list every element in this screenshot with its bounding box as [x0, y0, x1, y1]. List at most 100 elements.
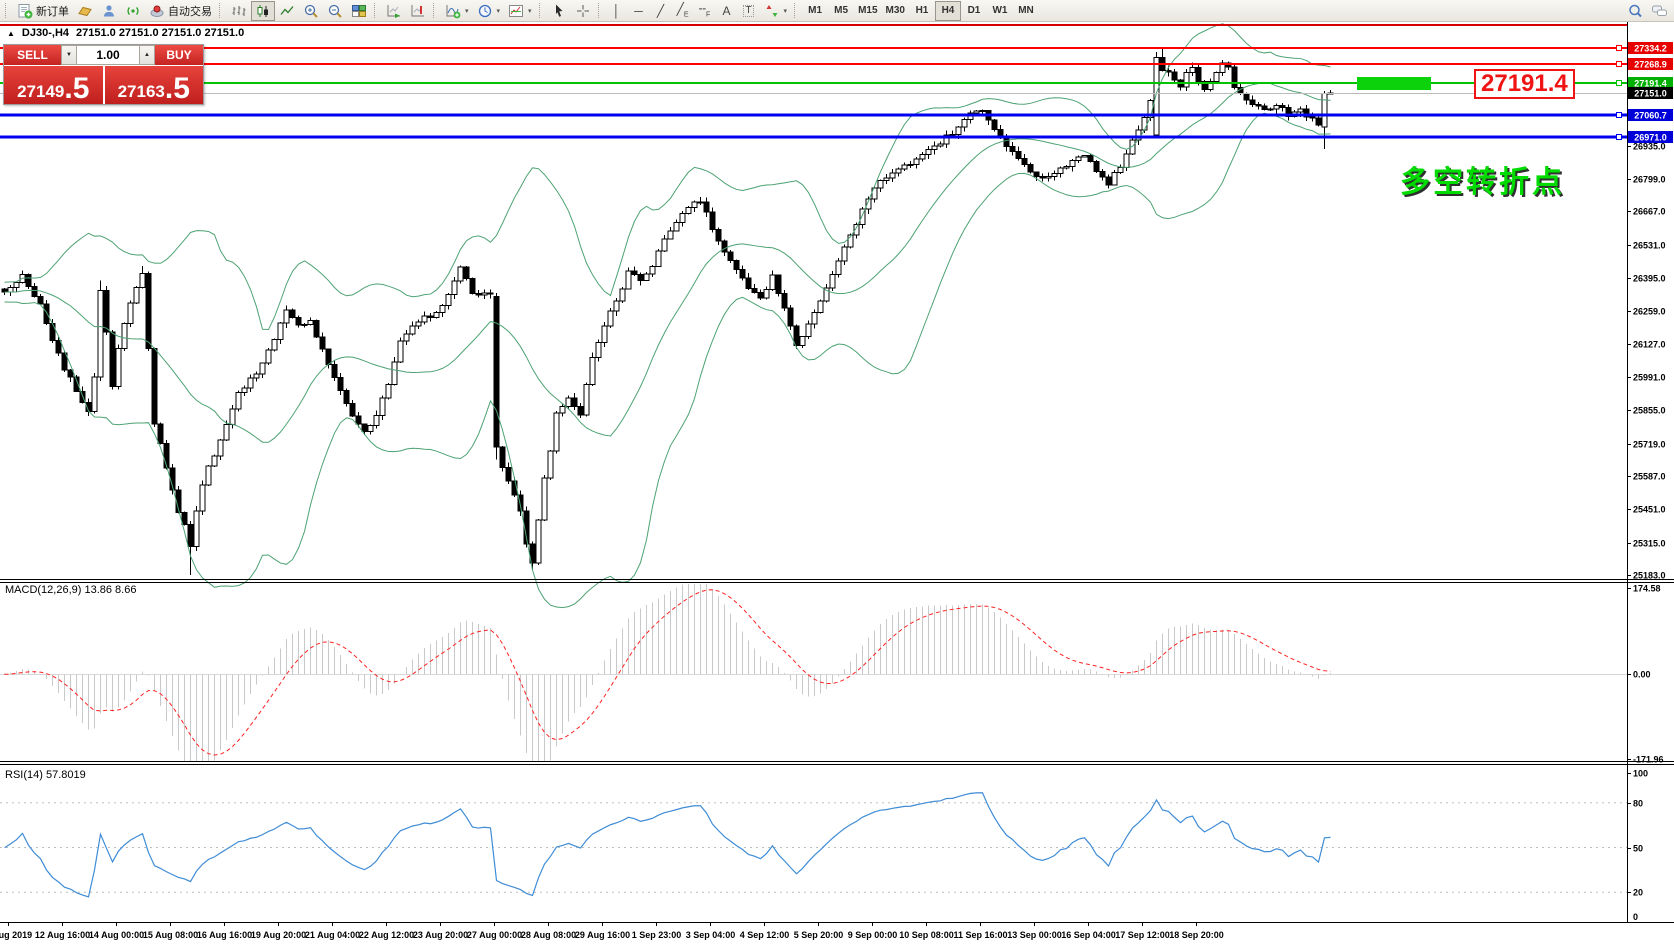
search-button[interactable]: [1623, 1, 1647, 21]
toolbar-grip: [538, 3, 543, 18]
ohlc-values: 27151.0 27151.0 27151.0 27151.0: [76, 27, 245, 39]
toolbar-grip: [374, 3, 378, 18]
buy-button[interactable]: BUY: [155, 45, 203, 65]
svg-text:27334.2: 27334.2: [1634, 44, 1667, 54]
svg-text:0: 0: [1633, 912, 1638, 922]
zoom-out-icon: [328, 4, 342, 18]
svg-text:16 Aug 16:00: 16 Aug 16:00: [197, 930, 252, 940]
svg-text:10 Sep 08:00: 10 Sep 08:00: [899, 930, 954, 940]
periods-button[interactable]: ▾: [473, 1, 505, 21]
timeframe-m5-button[interactable]: M5: [828, 1, 854, 21]
volume-up-button[interactable]: ▲: [139, 45, 155, 65]
zoom-out-button[interactable]: [323, 1, 347, 21]
chart-area: 27334.2 27268.9 27191.4 27151.0 27060.7 26971…: [0, 22, 1674, 949]
metaquotes-button[interactable]: [73, 1, 97, 21]
indicators-icon: [446, 4, 461, 18]
price-callout-box[interactable]: 27191.4: [1474, 69, 1575, 99]
svg-text:14 Aug 00:00: 14 Aug 00:00: [89, 930, 144, 940]
templates-button[interactable]: ▾: [504, 1, 536, 21]
price-chart[interactable]: 27334.2 27268.9 27191.4 27151.0 27060.7 26971…: [0, 22, 1674, 949]
svg-text:29 Aug 16:00: 29 Aug 16:00: [575, 930, 630, 940]
rsi-indicator-label: RSI(14) 57.8019: [5, 769, 86, 781]
toolbar-grip: [433, 3, 437, 18]
svg-text:18 Sep 20:00: 18 Sep 20:00: [1169, 930, 1224, 940]
text-icon: A: [722, 3, 731, 18]
buy-price-fraction: .5: [164, 72, 190, 105]
chat-button[interactable]: [1647, 1, 1672, 21]
community-icon: [104, 4, 114, 16]
timeframe-h4-button[interactable]: H4: [934, 0, 961, 21]
svg-text:28 Aug 08:00: 28 Aug 08:00: [521, 930, 576, 940]
sell-price-main: 27149: [17, 82, 65, 101]
svg-text:9 Aug 2019: 9 Aug 2019: [0, 930, 32, 940]
timeframe-mn-button[interactable]: MN: [1013, 1, 1039, 21]
dropdown-caret-icon: ▾: [528, 7, 532, 15]
highlight-rectangle[interactable]: [1357, 77, 1431, 90]
svg-text:26971.0: 26971.0: [1634, 133, 1667, 143]
clock-icon: [478, 4, 491, 17]
svg-text:27060.7: 27060.7: [1634, 111, 1667, 121]
timeframe-d1-button[interactable]: D1: [961, 1, 987, 21]
auto-scroll-button[interactable]: [382, 1, 406, 21]
candlestick-chart-button[interactable]: [251, 0, 275, 21]
sell-price-tile[interactable]: 27149.5: [4, 66, 103, 104]
horizontal-line-icon: ─: [634, 3, 643, 18]
svg-text:20: 20: [1633, 888, 1643, 898]
timeframe-m30-button[interactable]: M30: [882, 1, 909, 21]
template-icon: [509, 4, 524, 17]
volume-down-button[interactable]: ▼: [61, 45, 77, 65]
new-order-button[interactable]: 新订单: [13, 1, 73, 21]
vertical-line-button[interactable]: │: [606, 1, 628, 21]
svg-text:27268.9: 27268.9: [1634, 60, 1667, 70]
svg-text:27151.0: 27151.0: [1634, 89, 1667, 99]
indicators-button[interactable]: ▾: [441, 1, 473, 21]
svg-text:26935.0: 26935.0: [1633, 142, 1666, 152]
sell-button[interactable]: SELL: [4, 45, 61, 65]
timeframe-m1-button[interactable]: M1: [802, 1, 828, 21]
toolbar: 新订单 自动交易 ▾ ▾: [0, 0, 1674, 22]
buy-price-tile[interactable]: 27163.5: [104, 66, 203, 105]
svg-text:9 Sep 00:00: 9 Sep 00:00: [848, 930, 898, 940]
svg-text:0.00: 0.00: [1633, 670, 1651, 680]
crosshair-button[interactable]: [571, 1, 595, 21]
arrows-button[interactable]: ▾: [760, 1, 792, 21]
svg-text:27 Aug 00:00: 27 Aug 00:00: [467, 930, 522, 940]
chat-icon: [1652, 5, 1667, 16]
community-button[interactable]: [97, 1, 121, 21]
horizontal-line-button[interactable]: ─: [628, 1, 650, 21]
toolbar-grip: [5, 3, 9, 18]
cursor-button[interactable]: [547, 1, 571, 21]
fibonacci-button[interactable]: ╌F: [694, 1, 716, 21]
svg-text:26259.0: 26259.0: [1633, 307, 1666, 317]
volume-input[interactable]: [77, 45, 139, 65]
auto-trading-label: 自动交易: [168, 5, 212, 18]
equidistant-channel-button[interactable]: ╱E: [672, 1, 694, 21]
text-button[interactable]: A: [716, 1, 738, 21]
chart-shift-button[interactable]: [406, 1, 430, 21]
svg-text:16 Sep 04:00: 16 Sep 04:00: [1061, 930, 1116, 940]
timeframe-w1-button[interactable]: W1: [987, 1, 1013, 21]
timeframe-h1-button[interactable]: H1: [909, 1, 935, 21]
svg-text:80: 80: [1633, 799, 1643, 809]
toolbar-grip: [794, 3, 798, 18]
svg-text:13 Sep 00:00: 13 Sep 00:00: [1007, 930, 1062, 940]
signals-button[interactable]: [121, 1, 145, 21]
chart-shift-icon: [411, 4, 424, 16]
one-click-trading-panel: SELL ▼ ▲ BUY 27149.5 27163.5: [3, 44, 204, 105]
tile-windows-button[interactable]: [347, 1, 371, 21]
svg-text:25991.0: 25991.0: [1633, 373, 1666, 383]
line-chart-button[interactable]: [275, 1, 299, 21]
bar-chart-button[interactable]: [227, 1, 251, 21]
svg-text:174.58: 174.58: [1633, 584, 1661, 594]
collapse-panel-icon[interactable]: ▲: [7, 28, 15, 38]
auto-trading-button[interactable]: 自动交易: [145, 1, 216, 21]
trendline-button[interactable]: ╱: [650, 1, 672, 21]
svg-text:15 Aug 08:00: 15 Aug 08:00: [143, 930, 198, 940]
zoom-in-button[interactable]: [299, 1, 323, 21]
buy-price-main: 27163: [117, 82, 165, 101]
timeframe-m15-button[interactable]: M15: [854, 1, 881, 21]
text-label-button[interactable]: T: [738, 1, 760, 21]
gold-icon: [78, 6, 92, 16]
arrows-icon: [766, 4, 778, 17]
turning-point-annotation[interactable]: 多空转折点: [1400, 166, 1565, 199]
